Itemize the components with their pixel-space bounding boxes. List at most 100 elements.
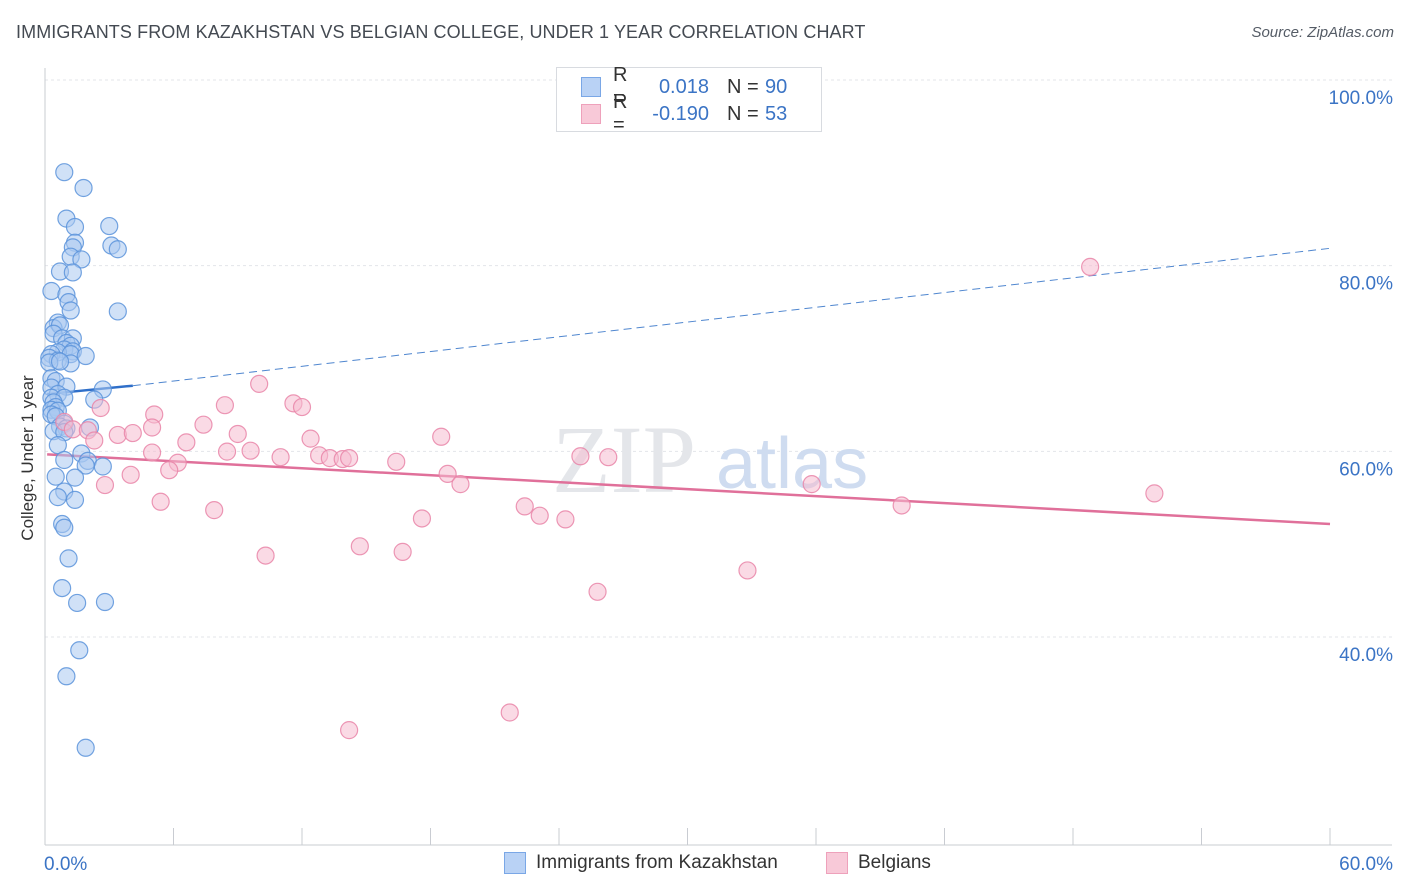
point-belgians	[438, 464, 457, 484]
data-points	[40, 163, 1164, 757]
bottom-legend-label-belgians: Belgians	[858, 852, 931, 873]
point-kazakhstan	[95, 592, 115, 612]
point-belgians	[571, 447, 590, 466]
y-tick-label: 80.0%	[1339, 274, 1393, 295]
point-kazakhstan	[57, 667, 76, 686]
point-belgians	[292, 397, 312, 417]
point-belgians	[91, 398, 110, 418]
point-belgians	[1145, 484, 1164, 503]
chart-source: Source: ZipAtlas.com	[1251, 24, 1394, 41]
point-kazakhstan	[68, 593, 87, 613]
legend-n-label: N =	[727, 102, 759, 125]
point-kazakhstan	[55, 450, 74, 470]
point-belgians	[340, 721, 359, 740]
point-kazakhstan	[53, 578, 72, 598]
bottom-legend-label-kazakhstan: Immigrants from Kazakhstan	[536, 852, 778, 873]
point-belgians	[142, 443, 162, 462]
watermark-atlas: atlas	[716, 424, 868, 504]
point-kazakhstan	[76, 346, 95, 366]
point-belgians	[177, 433, 196, 452]
point-belgians	[350, 537, 369, 556]
point-kazakhstan	[50, 352, 70, 371]
bottom-legend-belgians: Belgians	[826, 852, 931, 874]
point-belgians	[228, 424, 247, 444]
trend-line-belgians	[47, 453, 1331, 526]
point-belgians	[215, 396, 234, 415]
legend-n-label: N =	[727, 75, 759, 98]
point-belgians	[250, 374, 269, 393]
point-belgians	[802, 475, 821, 494]
point-kazakhstan	[48, 488, 67, 507]
point-kazakhstan	[76, 738, 95, 757]
trend-line-kazakhstan-extended	[132, 247, 1331, 387]
point-kazakhstan	[59, 549, 78, 568]
point-kazakhstan	[63, 263, 82, 282]
point-belgians	[121, 465, 140, 484]
legend-r-label: R =	[613, 91, 628, 136]
bottom-legend-swatch-belgians	[826, 852, 848, 874]
point-belgians	[412, 509, 432, 528]
legend-swatch-kazakhstan	[581, 77, 601, 97]
point-belgians	[95, 475, 115, 495]
chart-title: IMMIGRANTS FROM KAZAKHSTAN VS BELGIAN CO…	[16, 22, 866, 42]
tick-labels: 100.0% 80.0% 60.0% 40.0% 0.0% 60.0%	[44, 88, 1393, 875]
point-belgians	[451, 475, 470, 494]
point-belgians	[123, 423, 142, 443]
point-belgians	[217, 442, 237, 461]
point-belgians	[432, 427, 451, 446]
y-tick-label: 100.0%	[1329, 88, 1394, 109]
point-kazakhstan	[108, 240, 127, 259]
point-kazakhstan	[46, 467, 65, 486]
point-kazakhstan	[74, 178, 93, 198]
point-belgians	[205, 501, 224, 520]
point-belgians	[738, 561, 757, 580]
point-belgians	[301, 429, 320, 448]
axes	[44, 68, 1392, 846]
x-tick-label: 0.0%	[44, 854, 87, 875]
legend: R = 0.018 N = 90 R = -0.190 N = 53	[556, 64, 822, 136]
legend-swatch-belgians	[581, 104, 601, 124]
point-belgians	[588, 582, 607, 601]
point-kazakhstan	[108, 302, 127, 321]
point-belgians	[160, 461, 179, 480]
point-belgians	[256, 546, 275, 565]
point-kazakhstan	[100, 216, 119, 236]
point-kazakhstan	[42, 281, 61, 301]
legend-r-value: 0.018	[658, 75, 709, 98]
point-kazakhstan	[70, 641, 89, 660]
point-belgians	[340, 449, 359, 468]
legend-n-value: 53	[765, 102, 788, 125]
point-belgians	[194, 415, 213, 434]
grid-lines	[45, 79, 1392, 638]
y-tick-label: 60.0%	[1339, 459, 1393, 480]
point-belgians	[393, 542, 412, 561]
bottom-legend-swatch-kazakhstan	[504, 852, 526, 874]
x-tick-label: 60.0%	[1339, 854, 1393, 875]
point-belgians	[892, 496, 911, 515]
point-kazakhstan	[65, 490, 85, 509]
point-kazakhstan	[55, 163, 74, 182]
point-kazakhstan	[93, 457, 112, 476]
point-belgians	[530, 506, 549, 525]
point-belgians	[271, 448, 290, 467]
point-belgians	[142, 418, 162, 437]
watermark: ZIP atlas	[552, 406, 868, 513]
point-belgians	[556, 510, 575, 529]
legend-r-value: -0.190	[652, 102, 709, 125]
point-belgians	[151, 492, 170, 511]
legend-n-value: 90	[765, 75, 788, 98]
point-belgians	[599, 448, 618, 467]
point-belgians	[1081, 257, 1100, 276]
point-kazakhstan	[65, 468, 85, 487]
point-kazakhstan	[55, 518, 74, 537]
point-belgians	[108, 425, 127, 445]
point-kazakhstan	[65, 217, 85, 237]
bottom-legend-kazakhstan: Immigrants from Kazakhstan	[504, 852, 778, 874]
y-axis-label: College, Under 1 year	[18, 375, 37, 541]
point-belgians	[387, 452, 406, 471]
point-kazakhstan	[61, 301, 80, 320]
legend-r-label: R =	[613, 64, 628, 109]
point-belgians	[500, 703, 519, 722]
point-belgians	[85, 431, 104, 450]
